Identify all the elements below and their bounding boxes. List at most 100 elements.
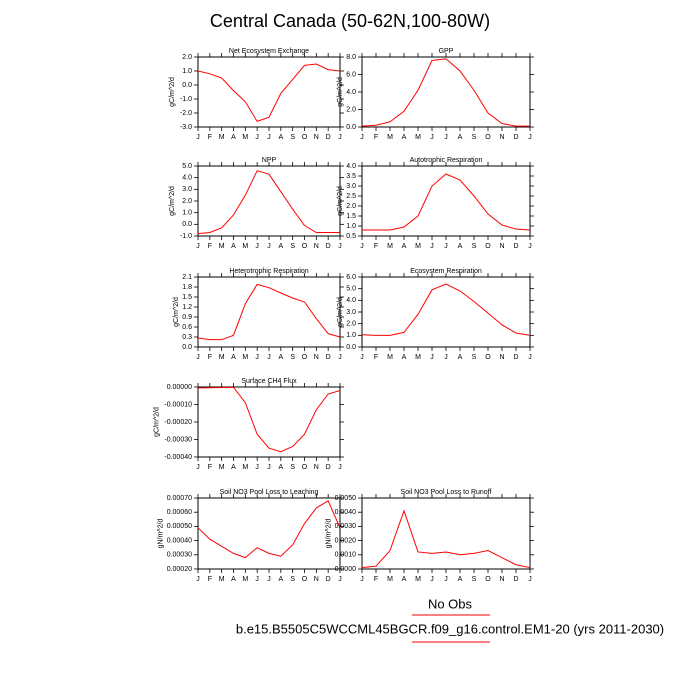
x-tick-label: A — [278, 576, 283, 583]
x-tick-label: J — [267, 464, 271, 471]
x-tick-label: N — [314, 134, 319, 141]
x-tick-label: A — [402, 354, 407, 361]
data-line — [197, 283, 341, 341]
x-tick-label: J — [338, 134, 342, 141]
x-tick-label: A — [231, 134, 236, 141]
data-line — [361, 283, 531, 336]
x-tick-label: J — [338, 464, 342, 471]
x-tick-label: A — [402, 243, 407, 250]
x-tick-label: M — [219, 134, 225, 141]
y-tick-label: 2.0 — [182, 198, 192, 205]
x-tick-label: J — [528, 134, 532, 141]
x-tick-label: M — [415, 134, 421, 141]
y-tick-label: 0.0030 — [335, 523, 357, 530]
panel-title: GPP — [439, 48, 454, 55]
y-tick-label: 0.0 — [182, 221, 192, 228]
x-tick-label: N — [314, 576, 319, 583]
panel-title: Heterotrophic Respiration — [229, 268, 308, 275]
x-tick-label: N — [314, 243, 319, 250]
x-tick-label: A — [458, 134, 463, 141]
y-tick-label: 3.0 — [346, 183, 356, 190]
x-tick-label: S — [290, 576, 295, 583]
x-tick-label: M — [219, 243, 225, 250]
y-tick-label: 0.0040 — [335, 509, 357, 516]
y-tick-label: 1.0 — [346, 332, 356, 339]
y-tick-label: 0.00030 — [167, 552, 192, 559]
x-tick-label: J — [430, 576, 434, 583]
x-tick-label: O — [485, 576, 491, 583]
x-tick-label: N — [499, 243, 504, 250]
x-tick-label: N — [499, 134, 504, 141]
y-tick-label: 3.5 — [346, 173, 356, 180]
data-line — [197, 386, 341, 453]
y-tick-label: 0.3 — [182, 334, 192, 341]
x-tick-label: N — [499, 576, 504, 583]
x-tick-label: J — [196, 243, 200, 250]
x-tick-label: M — [387, 134, 393, 141]
y-tick-label: -0.00030 — [164, 436, 192, 443]
y-tick-label: 4.0 — [346, 163, 356, 170]
x-tick-label: D — [513, 354, 518, 361]
y-tick-label: 0.00000 — [167, 384, 192, 391]
x-tick-label: S — [290, 243, 295, 250]
x-tick-label: O — [485, 243, 491, 250]
y-tick-label: 1.2 — [182, 304, 192, 311]
panel-title: Net Ecosystem Exchange — [229, 48, 309, 55]
y-tick-label: 0.00070 — [167, 495, 192, 502]
x-tick-label: A — [402, 576, 407, 583]
x-tick-label: J — [528, 243, 532, 250]
y-tick-label: 1.8 — [182, 284, 192, 291]
x-tick-label: M — [242, 576, 248, 583]
x-tick-label: A — [458, 576, 463, 583]
x-tick-label: J — [338, 576, 342, 583]
panel-title: Soil NO3 Pool Loss to Leaching — [220, 489, 319, 496]
x-tick-label: J — [360, 134, 364, 141]
y-axis-label: gC/m^2/d — [173, 297, 180, 327]
x-tick-label: J — [196, 134, 200, 141]
y-tick-label: 4.0 — [346, 89, 356, 96]
y-tick-label: 2.1 — [182, 274, 192, 281]
y-tick-label: -3.0 — [180, 124, 192, 131]
y-tick-label: 1.0 — [346, 223, 356, 230]
y-tick-label: 0.0 — [182, 82, 192, 89]
x-tick-label: O — [302, 134, 308, 141]
x-tick-label: A — [278, 243, 283, 250]
obs-label: No Obs — [428, 596, 473, 611]
x-tick-label: J — [267, 134, 271, 141]
y-tick-label: 6.0 — [346, 274, 356, 281]
x-tick-label: J — [430, 354, 434, 361]
y-tick-label: 8.0 — [346, 54, 356, 61]
y-tick-label: 0.0 — [346, 344, 356, 351]
x-tick-label: A — [231, 576, 236, 583]
x-tick-label: J — [255, 134, 259, 141]
x-tick-label: J — [444, 243, 448, 250]
x-tick-label: S — [472, 354, 477, 361]
x-tick-label: A — [231, 354, 236, 361]
x-tick-label: M — [219, 354, 225, 361]
x-tick-label: A — [402, 134, 407, 141]
y-tick-label: 1.5 — [182, 294, 192, 301]
y-tick-label: 0.0 — [182, 344, 192, 351]
data-line — [361, 509, 531, 569]
y-axis-label: gC/m^2/d — [169, 77, 176, 107]
y-tick-label: -2.0 — [180, 110, 192, 117]
y-axis-label: gC/m^2/d — [337, 297, 344, 327]
x-tick-label: J — [444, 134, 448, 141]
x-tick-label: O — [302, 464, 308, 471]
x-tick-label: F — [208, 243, 212, 250]
x-tick-label: M — [219, 576, 225, 583]
panel-title: Ecosystem Respiration — [410, 268, 482, 275]
y-tick-label: 2.0 — [182, 54, 192, 61]
y-axis-label: gC/m^2/d — [337, 77, 344, 107]
y-tick-label: 0.5 — [346, 233, 356, 240]
figure-title: Central Canada (50-62N,100-80W) — [210, 11, 490, 31]
x-tick-label: J — [255, 243, 259, 250]
x-tick-label: N — [314, 464, 319, 471]
x-tick-label: F — [208, 464, 212, 471]
x-tick-label: M — [219, 464, 225, 471]
data-line — [197, 500, 341, 559]
y-tick-label: 0.6 — [182, 324, 192, 331]
y-tick-label: 0.00040 — [167, 537, 192, 544]
y-tick-label: 2.0 — [346, 321, 356, 328]
